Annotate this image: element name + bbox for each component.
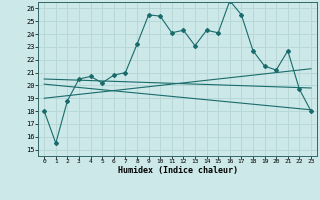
X-axis label: Humidex (Indice chaleur): Humidex (Indice chaleur): [118, 166, 238, 175]
